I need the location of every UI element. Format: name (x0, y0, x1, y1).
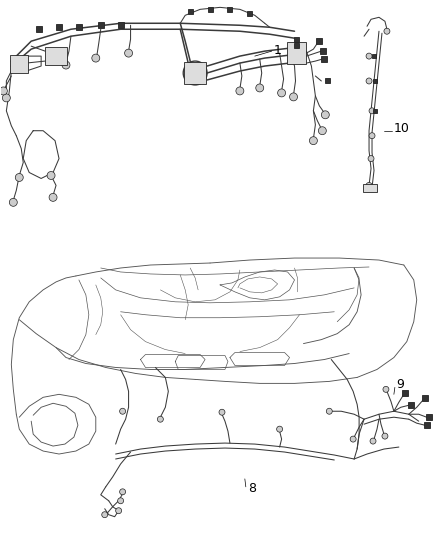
Circle shape (120, 408, 126, 414)
Bar (11, 55, 28, 73)
Text: 10: 10 (394, 122, 410, 135)
Circle shape (2, 94, 11, 102)
Bar (227, 7, 233, 12)
Bar (316, 38, 322, 44)
Circle shape (120, 489, 126, 495)
Bar (36, 26, 42, 32)
Bar (373, 79, 377, 83)
Circle shape (290, 93, 297, 101)
Bar (294, 43, 299, 47)
Circle shape (350, 436, 356, 442)
Bar (424, 422, 430, 428)
Circle shape (369, 133, 375, 139)
Bar (321, 56, 327, 62)
Circle shape (49, 193, 57, 201)
Circle shape (326, 408, 332, 414)
Bar (294, 37, 299, 42)
Circle shape (309, 136, 318, 144)
Circle shape (92, 54, 100, 62)
Text: 1: 1 (274, 44, 282, 56)
Circle shape (383, 386, 389, 392)
Bar (426, 414, 431, 420)
Circle shape (124, 49, 133, 57)
Circle shape (102, 512, 108, 518)
Bar (188, 9, 193, 14)
Circle shape (366, 53, 372, 59)
Circle shape (47, 172, 55, 180)
Bar (286, 42, 307, 64)
Bar (56, 25, 62, 30)
Circle shape (157, 416, 163, 422)
Text: 9: 9 (396, 378, 404, 391)
Bar (372, 54, 376, 58)
Circle shape (366, 182, 372, 188)
Circle shape (9, 198, 17, 206)
Bar (320, 48, 326, 54)
Circle shape (116, 508, 122, 514)
Bar (45, 47, 67, 65)
Circle shape (118, 498, 124, 504)
Circle shape (321, 111, 329, 119)
Bar (402, 390, 408, 397)
Circle shape (278, 89, 286, 97)
Circle shape (219, 409, 225, 415)
Circle shape (366, 78, 372, 84)
Circle shape (318, 127, 326, 135)
Circle shape (15, 173, 23, 181)
Circle shape (0, 87, 7, 95)
Bar (118, 22, 124, 28)
Circle shape (368, 156, 374, 161)
Circle shape (384, 28, 390, 34)
Bar (408, 402, 414, 408)
Bar (184, 62, 206, 84)
Bar (76, 25, 82, 30)
Circle shape (277, 426, 283, 432)
Bar (208, 7, 212, 12)
Bar (363, 184, 377, 192)
Bar (98, 22, 104, 28)
Circle shape (256, 84, 264, 92)
Circle shape (236, 87, 244, 95)
Circle shape (62, 61, 70, 69)
Bar (422, 395, 427, 401)
Bar (373, 109, 377, 113)
Circle shape (370, 438, 376, 444)
Bar (325, 78, 330, 84)
Circle shape (382, 433, 388, 439)
Bar (247, 11, 252, 16)
Text: 8: 8 (248, 482, 256, 495)
Circle shape (369, 108, 375, 114)
